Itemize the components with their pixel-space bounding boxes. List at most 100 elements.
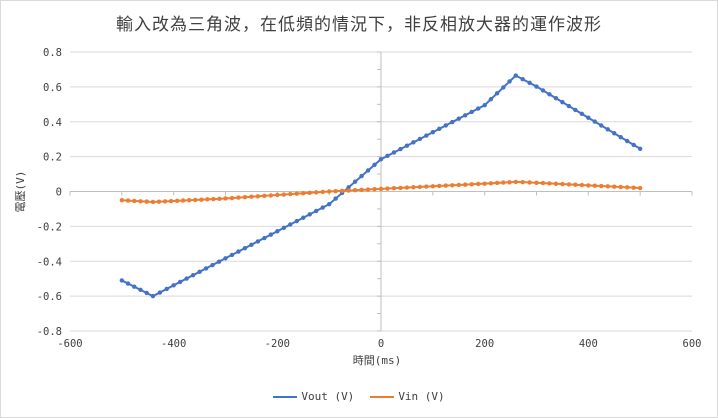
series-point-1 xyxy=(605,184,610,189)
legend-label-vin: Vin (V) xyxy=(398,390,445,403)
series-point-0 xyxy=(262,235,267,241)
series-point-1 xyxy=(417,184,423,190)
series-point-0 xyxy=(346,185,351,190)
series-point-1 xyxy=(411,185,416,190)
y-tick-label-5: 0.2 xyxy=(43,152,62,164)
series-1 xyxy=(119,179,643,205)
series-point-1 xyxy=(144,199,149,204)
series-point-0 xyxy=(592,119,598,124)
series-point-1 xyxy=(566,182,572,187)
series-point-1 xyxy=(211,196,216,202)
series-point-0 xyxy=(469,109,474,115)
series-point-0 xyxy=(443,123,448,128)
series-point-0 xyxy=(566,103,572,109)
series-point-1 xyxy=(326,189,332,194)
series-point-1 xyxy=(262,193,267,199)
series-point-0 xyxy=(242,245,248,251)
series-point-1 xyxy=(359,187,364,193)
series-point-1 xyxy=(488,181,494,186)
series-point-0 xyxy=(171,283,176,288)
y-tick-label-2: -0.4 xyxy=(37,256,62,268)
x-tick-label-2: -200 xyxy=(265,338,290,350)
series-point-0 xyxy=(184,276,189,281)
series-point-0 xyxy=(164,286,169,292)
series-point-0 xyxy=(326,202,332,207)
series-point-1 xyxy=(398,185,403,191)
y-tick-label-8: 0.8 xyxy=(43,47,62,59)
y-tick-label-1: -0.6 xyxy=(37,291,62,303)
legend-item-vout: Vout (V) xyxy=(273,390,354,403)
series-point-1 xyxy=(637,185,643,191)
series-point-0 xyxy=(333,196,338,201)
series-point-1 xyxy=(443,183,448,188)
x-tick-label-6: 600 xyxy=(683,338,702,350)
series-point-1 xyxy=(450,183,455,188)
x-tick-label-5: 400 xyxy=(579,338,598,350)
series-point-0 xyxy=(625,138,630,144)
series-point-1 xyxy=(507,180,512,185)
series-point-1 xyxy=(625,185,630,190)
series-point-1 xyxy=(217,196,222,201)
series-point-0 xyxy=(437,126,442,132)
series-point-1 xyxy=(255,194,261,199)
legend: Vout (V) Vin (V) xyxy=(0,390,718,403)
series-point-1 xyxy=(456,182,461,188)
series-point-0 xyxy=(210,262,215,268)
series-point-1 xyxy=(236,195,241,200)
series-point-0 xyxy=(157,290,163,295)
series-point-0 xyxy=(540,88,546,93)
series-point-0 xyxy=(599,123,604,128)
series-point-1 xyxy=(534,180,539,185)
series-point-1 xyxy=(560,181,565,187)
series-point-0 xyxy=(197,269,202,274)
series-point-0 xyxy=(494,91,500,96)
legend-item-vin: Vin (V) xyxy=(370,390,445,403)
y-tick-label-0: -0.8 xyxy=(37,326,62,338)
series-point-1 xyxy=(430,184,436,189)
series-point-1 xyxy=(168,198,174,204)
series-point-1 xyxy=(339,188,345,194)
series-point-1 xyxy=(294,191,299,196)
series-point-0 xyxy=(150,293,156,299)
series-point-1 xyxy=(586,183,591,188)
series-point-0 xyxy=(125,281,131,286)
series-point-1 xyxy=(631,185,636,190)
series-point-0 xyxy=(501,85,506,90)
series-point-0 xyxy=(372,162,377,168)
series-point-1 xyxy=(301,191,306,196)
series-point-1 xyxy=(249,194,254,199)
series-point-0 xyxy=(190,272,196,278)
series-point-1 xyxy=(547,181,552,186)
y-axis-title: 電壓(V) xyxy=(14,171,27,213)
series-point-1 xyxy=(174,198,180,203)
series-point-0 xyxy=(288,222,293,227)
series-point-0 xyxy=(612,131,617,136)
series-point-1 xyxy=(520,180,525,185)
series-point-1 xyxy=(187,198,192,203)
series-point-1 xyxy=(242,194,248,200)
y-tick-label-4: 0 xyxy=(56,187,62,199)
series-point-1 xyxy=(494,180,500,186)
series-point-0 xyxy=(223,256,228,261)
series-point-1 xyxy=(229,195,235,201)
series-point-0 xyxy=(586,115,591,120)
series-point-0 xyxy=(314,208,319,214)
series-point-0 xyxy=(411,140,416,145)
series-point-1 xyxy=(482,181,487,186)
series-point-1 xyxy=(281,192,287,197)
series-0 xyxy=(119,73,643,299)
series-point-1 xyxy=(320,189,325,195)
series-point-0 xyxy=(307,212,312,217)
series-point-0 xyxy=(631,142,636,148)
series-point-0 xyxy=(475,106,481,111)
series-point-1 xyxy=(205,197,210,202)
series-point-1 xyxy=(223,196,228,201)
series-point-0 xyxy=(236,249,241,254)
series-point-1 xyxy=(156,199,162,204)
series-point-0 xyxy=(520,77,525,82)
series-point-1 xyxy=(288,191,293,197)
series-point-0 xyxy=(560,99,565,105)
series-point-1 xyxy=(475,181,481,187)
series-point-1 xyxy=(365,187,371,192)
